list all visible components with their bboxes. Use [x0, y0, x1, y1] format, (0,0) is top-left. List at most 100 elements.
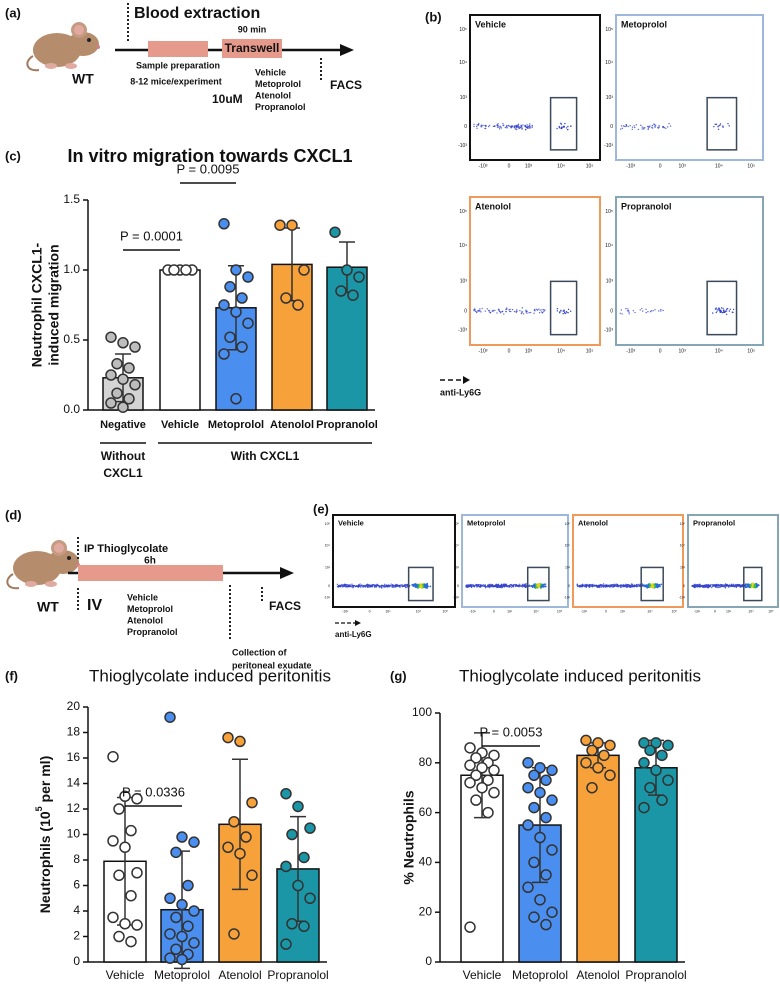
event-dot: [480, 585, 482, 588]
event-dot: [717, 128, 720, 130]
event-dot: [478, 583, 480, 586]
event-dot: [725, 310, 728, 312]
event-dot: [497, 123, 499, 125]
data-point: [240, 831, 252, 843]
data-point: [280, 292, 292, 304]
event-dot: [511, 125, 513, 128]
data-point: [119, 841, 131, 853]
event-dot: [355, 585, 357, 588]
group-label: CXCL1: [103, 466, 143, 480]
flow-x-tick: 10⁴: [557, 348, 565, 354]
event-dot: [526, 310, 528, 312]
event-dot: [727, 122, 729, 125]
data-point: [353, 271, 365, 283]
data-point: [105, 397, 117, 409]
event-dot: [660, 308, 662, 311]
event-dot: [647, 128, 649, 131]
event-dot: [477, 585, 480, 587]
event-dot: [488, 309, 490, 312]
event-dot: [669, 125, 672, 127]
flow-x-tick: -10³: [581, 609, 588, 613]
data-point: [650, 764, 662, 777]
event-dot: [728, 586, 730, 588]
event-dot: [636, 584, 638, 587]
data-point: [292, 299, 304, 311]
event-dot: [647, 125, 649, 128]
event-dot: [556, 308, 559, 310]
event-dot: [489, 586, 491, 589]
data-point: [117, 401, 129, 413]
event-dot: [727, 585, 729, 587]
data-point: [170, 846, 182, 859]
event-dot: [556, 310, 559, 312]
p-value: P = 0.0001: [120, 228, 183, 243]
data-point: [182, 920, 194, 933]
event-dot: [362, 585, 365, 587]
event-dot: [494, 309, 496, 312]
event-dot: [619, 586, 622, 588]
event-dot: [625, 125, 627, 127]
x-tick-label: Atenolol: [576, 968, 619, 982]
data-point: [488, 764, 500, 777]
event-dot: [493, 585, 496, 587]
event-dot: [562, 313, 564, 315]
step-title: Blood extraction: [134, 5, 260, 22]
y-tick-label: 14: [67, 776, 81, 790]
mouse-icon: [26, 21, 101, 72]
event-dot: [612, 586, 615, 588]
event-dot: [654, 309, 656, 311]
y-tick-label: 0: [425, 954, 432, 968]
event-dot: [744, 585, 747, 588]
y-tick-label: 20: [67, 699, 81, 713]
flow-y-tick: 10⁴: [454, 543, 460, 547]
data-point: [176, 831, 188, 843]
event-dot: [632, 309, 635, 312]
event-dot: [626, 310, 629, 312]
y-tick-label: 0.5: [63, 332, 80, 346]
event-dot: [487, 125, 490, 128]
flow-x-tick: 10⁵: [557, 609, 563, 613]
event-dot: [581, 584, 583, 586]
data-point: [188, 937, 200, 949]
mouse-icon: [6, 539, 81, 590]
event-dot: [728, 310, 731, 312]
data-point: [117, 373, 129, 385]
event-dot: [652, 309, 654, 312]
x-tick-label: Vehicle: [106, 968, 145, 982]
event-dot: [541, 309, 543, 311]
data-point: [292, 800, 304, 813]
data-point: [329, 226, 341, 238]
event-dot: [711, 586, 713, 589]
flow-y-tick: 10⁴: [459, 243, 467, 249]
event-dot: [523, 583, 526, 586]
event-dot: [633, 584, 635, 586]
event-dot: [581, 586, 584, 588]
event-dot: [718, 585, 721, 587]
event-dot: [509, 308, 511, 311]
event-dot: [372, 584, 375, 586]
event-dot: [716, 584, 718, 586]
event-dot: [622, 125, 625, 127]
event-dot: [528, 312, 530, 314]
event-dot: [483, 124, 485, 127]
event-dot: [654, 124, 657, 126]
flow-x-tick: 10³: [525, 348, 533, 354]
event-dot: [639, 585, 641, 588]
event-dot: [720, 307, 723, 309]
data-point: [522, 757, 534, 769]
event-dot: [498, 308, 500, 311]
event-dot: [531, 126, 533, 129]
event-dot: [710, 584, 712, 586]
y-axis-label: % Neutrophils: [401, 790, 417, 884]
event-dot: [713, 585, 715, 587]
event-dot: [538, 584, 541, 587]
flow-y-tick: 0: [457, 584, 459, 588]
event-dot: [538, 582, 540, 585]
event-dot: [473, 125, 475, 128]
event-dot: [641, 126, 643, 128]
event-dot: [662, 126, 664, 128]
data-point: [168, 264, 180, 276]
x-tick-label: Propranolol: [267, 968, 328, 982]
event-dot: [722, 126, 724, 128]
data-point: [182, 879, 194, 892]
